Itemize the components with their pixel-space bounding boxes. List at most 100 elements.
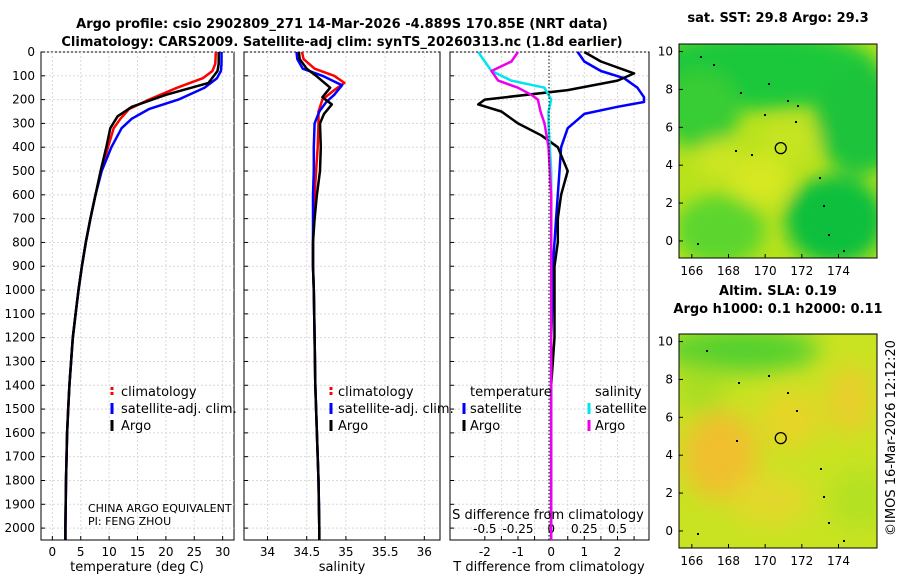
x-tick-label: 20 bbox=[158, 545, 173, 559]
sla-map-subtitle: Argo h1000: 0.1 h2000: 0.11 bbox=[673, 302, 882, 317]
depth-tick-label: 300 bbox=[12, 116, 35, 130]
map-y-tick-label: 8 bbox=[665, 372, 673, 386]
s-diff-tick-label: 0.25 bbox=[571, 522, 598, 536]
legend-title-salinity: salinity bbox=[595, 385, 642, 400]
map-y-tick-label: 10 bbox=[658, 45, 673, 59]
depth-tick-label: 500 bbox=[12, 164, 35, 178]
depth-tick-label: 0 bbox=[27, 45, 35, 59]
s-diff-tick-label: 0.5 bbox=[608, 522, 627, 536]
legend-label-argo: Argo bbox=[338, 419, 368, 434]
legend-label-t-satellite: satellite bbox=[470, 402, 522, 417]
x-tick-label: 34 bbox=[260, 545, 275, 559]
map-x-tick-label: 174 bbox=[827, 554, 850, 568]
depth-tick-label: 1900 bbox=[4, 497, 35, 511]
x-tick-label: 35 bbox=[338, 545, 353, 559]
main-title: Argo profile: csio 2902809_271 14-Mar-20… bbox=[76, 17, 608, 32]
x-tick-label: 36 bbox=[417, 545, 432, 559]
profile-location-marker bbox=[774, 432, 787, 445]
depth-tick-label: 1600 bbox=[4, 426, 35, 440]
temperature-legend: climatology satellite-adj. clim. Argo bbox=[110, 385, 237, 434]
x-tick-label: 34.5 bbox=[293, 545, 320, 559]
map-x-tick-label: 168 bbox=[717, 264, 740, 278]
salinity-legend: climatology satellite-adj. clim. Argo bbox=[329, 385, 454, 434]
s-diff-tick-label: -0.5 bbox=[473, 522, 496, 536]
legend-label-t-argo: Argo bbox=[470, 419, 500, 434]
map-x-tick-label: 170 bbox=[754, 554, 777, 568]
sst-map-frame bbox=[678, 43, 878, 259]
x-tick-label: 0 bbox=[49, 545, 57, 559]
map-x-tick-label: 166 bbox=[680, 264, 703, 278]
depth-tick-label: 1000 bbox=[4, 283, 35, 297]
map-x-tick-label: 170 bbox=[754, 264, 777, 278]
map-y-tick-label: 6 bbox=[665, 410, 673, 424]
x-tick-label: 15 bbox=[130, 545, 145, 559]
t-difference-axis-label: T difference from climatology bbox=[452, 560, 645, 575]
timestamp-stamp: ©IMOS 16-Mar-2026 12:12:20 bbox=[884, 340, 899, 536]
sla-heatmap bbox=[679, 334, 877, 548]
x-tick-label: 2 bbox=[614, 545, 622, 559]
series-line-s-argo bbox=[490, 51, 553, 540]
legend-label-satellite: satellite-adj. clim. bbox=[338, 402, 454, 417]
sla-map-frame bbox=[678, 333, 878, 549]
sla-map-title: Altim. SLA: 0.19 bbox=[719, 284, 837, 299]
depth-tick-label: 1500 bbox=[4, 402, 35, 416]
map-y-tick-label: 4 bbox=[665, 448, 673, 462]
x-tick-label: 35.5 bbox=[372, 545, 399, 559]
depth-tick-label: 1200 bbox=[4, 331, 35, 345]
island-coastlines bbox=[697, 56, 845, 542]
map-y-tick-label: 10 bbox=[658, 335, 673, 349]
legend-label-climatology: climatology bbox=[338, 385, 414, 400]
main-title-2: Climatology: CARS2009. Satellite-adj cli… bbox=[61, 35, 622, 50]
sst-map-title: sat. SST: 29.8 Argo: 29.3 bbox=[687, 11, 868, 26]
s-diff-tick-label: -0.25 bbox=[502, 522, 533, 536]
map-x-tick-label: 166 bbox=[680, 554, 703, 568]
map-y-tick-label: 4 bbox=[665, 158, 673, 172]
legend-label-s-satellite: satellite bbox=[595, 402, 647, 417]
salinity-axis-label: salinity bbox=[319, 560, 366, 575]
x-tick-label: 0 bbox=[547, 545, 555, 559]
map-x-tick-label: 168 bbox=[717, 554, 740, 568]
map-y-tick-label: 2 bbox=[665, 196, 673, 210]
depth-tick-label: 900 bbox=[12, 259, 35, 273]
x-tick-label: -1 bbox=[512, 545, 524, 559]
legend-label-argo: Argo bbox=[121, 419, 151, 434]
depth-tick-label: 400 bbox=[12, 140, 35, 154]
map-y-tick-label: 8 bbox=[665, 82, 673, 96]
x-tick-label: 30 bbox=[215, 545, 230, 559]
x-tick-label: 5 bbox=[77, 545, 85, 559]
depth-tick-label: 600 bbox=[12, 188, 35, 202]
depth-tick-label: 800 bbox=[12, 235, 35, 249]
map-x-tick-label: 172 bbox=[790, 554, 813, 568]
x-tick-label: 1 bbox=[581, 545, 589, 559]
legend-label-satellite: satellite-adj. clim. bbox=[121, 402, 237, 417]
legend-label-s-argo: Argo bbox=[595, 419, 625, 434]
series-line-t-argo bbox=[476, 50, 636, 540]
salinity-panel bbox=[243, 51, 441, 541]
depth-tick-label: 1800 bbox=[4, 473, 35, 487]
depth-tick-label: 200 bbox=[12, 93, 35, 107]
map-y-tick-label: 6 bbox=[665, 120, 673, 134]
x-tick-label: -2 bbox=[479, 545, 491, 559]
legend-label-climatology: climatology bbox=[121, 385, 197, 400]
legend-title-temperature: temperature bbox=[470, 385, 552, 400]
map-y-tick-label: 0 bbox=[665, 524, 673, 538]
depth-tick-label: 2000 bbox=[4, 521, 35, 535]
map-y-tick-label: 0 bbox=[665, 234, 673, 248]
map-x-tick-label: 172 bbox=[790, 264, 813, 278]
s-difference-axis-label: S difference from climatology bbox=[452, 508, 644, 523]
credit-line-1: CHINA ARGO EQUIVALENT bbox=[88, 502, 232, 515]
series-line-argo bbox=[297, 51, 334, 540]
difference-legend: temperature satellite Argo salinity sate… bbox=[462, 385, 647, 434]
depth-tick-label: 700 bbox=[12, 212, 35, 226]
profile-location-marker bbox=[774, 142, 787, 155]
depth-tick-label: 1100 bbox=[4, 307, 35, 321]
map-y-tick-label: 2 bbox=[665, 486, 673, 500]
depth-tick-label: 100 bbox=[12, 69, 35, 83]
map-x-tick-label: 174 bbox=[827, 264, 850, 278]
x-tick-label: 10 bbox=[101, 545, 116, 559]
depth-tick-label: 1400 bbox=[4, 378, 35, 392]
depth-tick-label: 1300 bbox=[4, 354, 35, 368]
x-tick-label: 25 bbox=[187, 545, 202, 559]
credit-line-2: PI: FENG ZHOU bbox=[88, 515, 171, 528]
